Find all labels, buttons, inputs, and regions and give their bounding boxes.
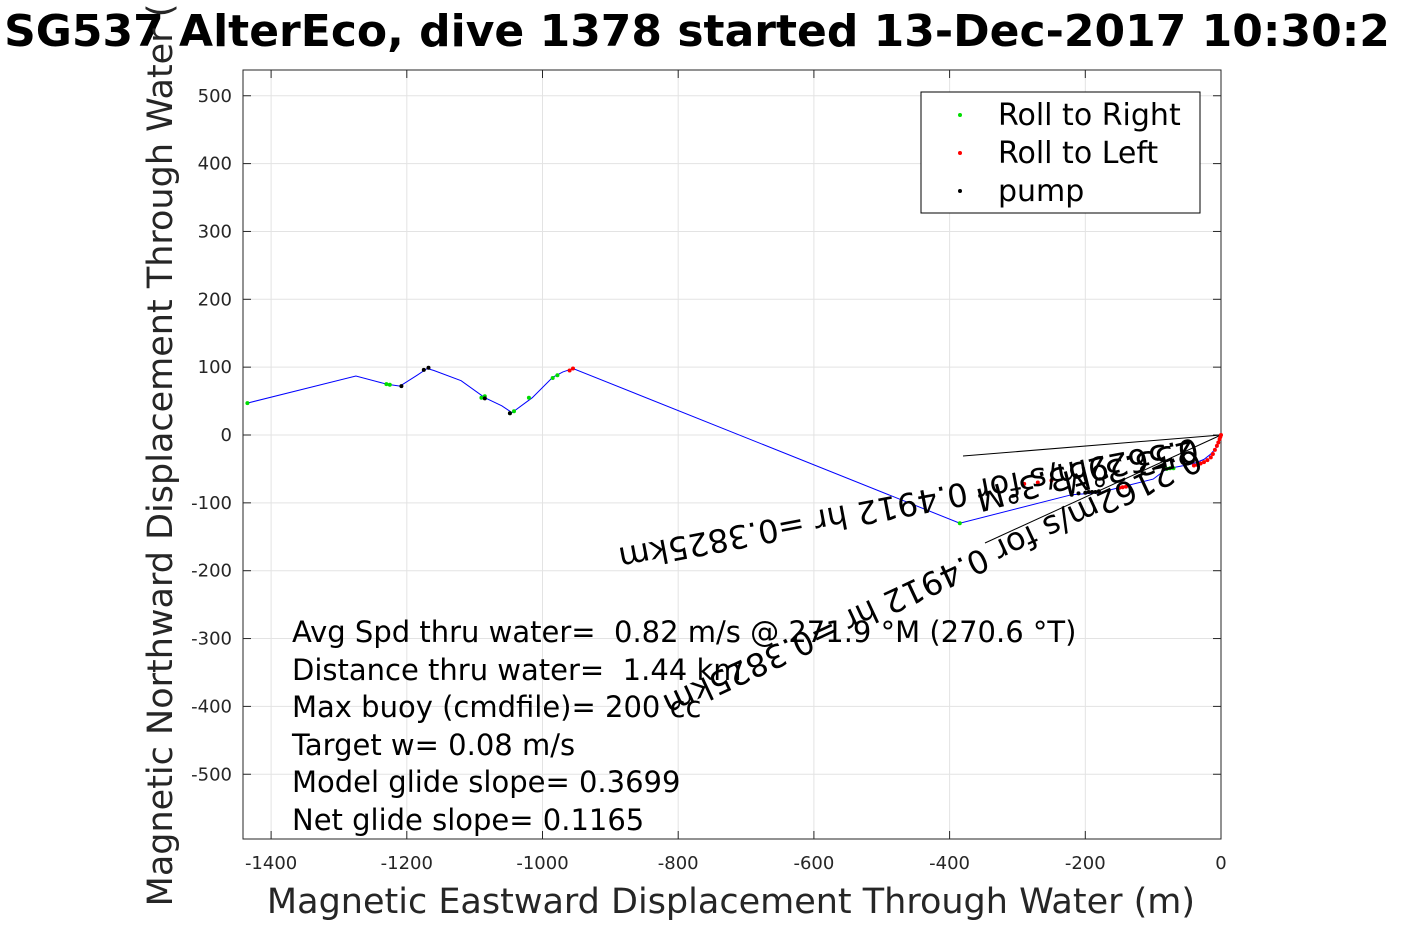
y-tick-label: -100 bbox=[191, 493, 232, 514]
data-markers bbox=[245, 365, 1223, 526]
marker-pump bbox=[1090, 490, 1095, 494]
marker-roll-to-left bbox=[1124, 484, 1128, 489]
chart-title: SG537 AlterEco, dive 1378 started 13-Dec… bbox=[4, 6, 1390, 57]
x-tick-label: -200 bbox=[1065, 853, 1106, 874]
y-tick-label: 300 bbox=[198, 221, 232, 242]
marker-roll-to-left bbox=[571, 366, 575, 371]
marker-pump bbox=[1083, 490, 1088, 495]
marker-roll-to-right bbox=[957, 521, 962, 526]
y-tick-label: 100 bbox=[198, 357, 232, 378]
marker-roll-to-right bbox=[512, 409, 516, 414]
y-tick-label: -200 bbox=[191, 561, 232, 582]
marker-roll-to-left bbox=[1214, 443, 1219, 448]
marker-roll-to-left bbox=[1219, 433, 1223, 437]
marker-roll-to-left bbox=[1117, 485, 1122, 490]
stat-model-glide: Model glide slope= 0.3699 bbox=[292, 765, 680, 799]
marker-roll-to-right bbox=[387, 382, 392, 387]
marker-roll-to-left bbox=[1212, 447, 1217, 452]
x-tick-label: -400 bbox=[929, 853, 970, 874]
y-tick-label: -400 bbox=[191, 696, 232, 717]
x-tick-label: -1400 bbox=[245, 853, 297, 874]
marker-roll-to-right bbox=[1168, 466, 1173, 471]
y-tick-label: 400 bbox=[198, 154, 232, 175]
bearing-line-upper bbox=[962, 434, 1222, 457]
legend-marker-pump bbox=[958, 189, 962, 193]
legend-box bbox=[920, 91, 1201, 214]
stat-target-w: Target w= 0.08 m/s bbox=[291, 728, 575, 762]
legend: Roll to Right Roll to Left pump bbox=[920, 91, 1201, 214]
marker-roll-to-left bbox=[1120, 485, 1125, 490]
marker-roll-to-right bbox=[479, 395, 484, 400]
legend-label-roll-left: Roll to Left bbox=[998, 136, 1158, 171]
marker-roll-to-left bbox=[1198, 461, 1203, 466]
marker-roll-to-right bbox=[245, 401, 250, 406]
y-axis-label: Magnetic Northward Displacement Through … bbox=[141, 4, 181, 907]
x-tick-label: -600 bbox=[793, 853, 834, 874]
x-tick-label: -1200 bbox=[381, 853, 433, 874]
y-tick-label: 200 bbox=[198, 289, 232, 310]
marker-roll-to-left bbox=[1202, 460, 1206, 465]
legend-label-pump: pump bbox=[998, 174, 1084, 209]
x-axis-label: Magnetic Eastward Displacement Through W… bbox=[267, 882, 1195, 922]
bearing-line-lower bbox=[984, 434, 1222, 544]
x-tick-label: -800 bbox=[658, 853, 699, 874]
x-tick-label: 0 bbox=[1215, 853, 1226, 874]
marker-roll-to-left bbox=[1216, 440, 1221, 445]
marker-pump bbox=[399, 384, 404, 389]
stats-block: Avg Spd thru water= 0.82 m/s @ 271.9 °M … bbox=[291, 615, 1076, 837]
marker-pump bbox=[421, 367, 426, 372]
marker-roll-to-right bbox=[526, 395, 531, 400]
legend-label-roll-right: Roll to Right bbox=[998, 98, 1181, 133]
marker-roll-to-left bbox=[1210, 452, 1215, 456]
marker-roll-to-left bbox=[1049, 478, 1054, 483]
marker-roll-to-left bbox=[1022, 481, 1027, 486]
plot-frame bbox=[242, 69, 1222, 840]
marker-roll-to-left bbox=[1195, 462, 1200, 467]
x-tick-label: -1000 bbox=[516, 853, 568, 874]
y-tick-label: 500 bbox=[198, 86, 232, 107]
axis-ticks: -1400 -1200 -1000 -800 -600 -400 -200 0-500-400… bbox=[191, 70, 1227, 874]
marker-roll-to-right bbox=[1164, 466, 1169, 471]
y-tick-label: -500 bbox=[191, 764, 232, 785]
marker-roll-to-right bbox=[384, 382, 389, 387]
marker-roll-to-left bbox=[1208, 455, 1213, 460]
marker-roll-to-right bbox=[555, 373, 560, 378]
y-tick-label: 0 bbox=[221, 425, 232, 446]
stat-max-buoy: Max buoy (cmdfile)= 200 cc bbox=[292, 690, 701, 724]
marker-roll-to-right bbox=[1171, 466, 1176, 471]
marker-pump bbox=[482, 396, 487, 401]
legend-marker-roll-left bbox=[958, 151, 962, 155]
marker-pump bbox=[1093, 490, 1098, 494]
stat-distance: Distance thru water= 1.44 km bbox=[292, 653, 742, 687]
marker-pump bbox=[426, 365, 431, 370]
marker-roll-to-left bbox=[567, 368, 572, 373]
y-tick-label: -300 bbox=[191, 629, 232, 650]
marker-roll-to-left bbox=[1205, 458, 1210, 463]
stat-net-glide: Net glide slope= 0.1165 bbox=[292, 803, 644, 837]
marker-pump bbox=[1096, 489, 1101, 494]
marker-pump bbox=[1076, 491, 1081, 496]
legend-marker-roll-right bbox=[958, 113, 962, 117]
marker-pump bbox=[1069, 492, 1074, 497]
marker-roll-to-right bbox=[550, 376, 555, 380]
marker-pump bbox=[1086, 490, 1091, 494]
marker-roll-to-left bbox=[1191, 463, 1196, 468]
marker-pump bbox=[507, 411, 512, 416]
stat-avg-speed: Avg Spd thru water= 0.82 m/s @ 271.9 °M … bbox=[292, 615, 1076, 649]
marker-roll-to-left bbox=[1035, 480, 1040, 485]
